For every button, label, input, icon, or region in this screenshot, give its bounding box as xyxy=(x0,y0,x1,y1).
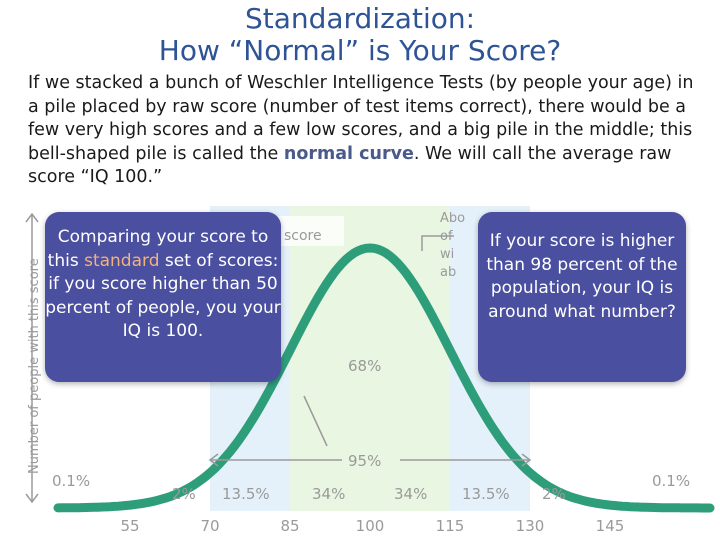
question-text: If your score is higher than 98 percent … xyxy=(486,231,678,322)
pointer-arrow-lower xyxy=(303,395,328,447)
pct-95-label: 95% xyxy=(348,452,381,470)
x-tick-label: 145 xyxy=(596,517,625,535)
arrow-95-left-head xyxy=(208,453,219,467)
slide-title-line2: How “Normal” is Your Score? xyxy=(158,34,562,67)
intro-text-start: If we stacked a bunch of Weschler Intell… xyxy=(28,73,694,164)
band-percent-label: 0.1% xyxy=(652,472,690,490)
band-percent-label: 13.5% xyxy=(462,485,510,503)
question-callout: If your score is higher than 98 percent … xyxy=(478,212,686,382)
pct-68-label: 68% xyxy=(348,357,381,375)
bell-curve xyxy=(53,243,715,513)
band-percent-label: 34% xyxy=(394,485,427,503)
y-axis-label: Number of people with this score xyxy=(27,258,42,474)
intro-text-end: . We will call the average raw score “IQ… xyxy=(28,143,672,188)
wi-label: wi xyxy=(440,247,454,262)
callout-text-end: set of scores: if you score higher than … xyxy=(45,250,281,342)
arrow-95-right-head xyxy=(521,453,532,467)
x-tick-label: 55 xyxy=(120,517,139,535)
score-label: score xyxy=(284,228,322,244)
about-label: Abo xyxy=(440,211,465,226)
x-tick-label: 115 xyxy=(436,517,465,535)
y-axis-arrow-bottom xyxy=(25,493,39,504)
x-tick-label: 85 xyxy=(280,517,299,535)
x-tick-label: 70 xyxy=(200,517,219,535)
band-percent-label: 13.5% xyxy=(222,485,270,503)
band-percent-label: 2% xyxy=(172,485,196,503)
band-percent-label: 2% xyxy=(542,485,566,503)
slide-title-line1: Standardization: xyxy=(244,2,476,35)
x-tick-label: 100 xyxy=(356,517,385,535)
band-percent-label: 34% xyxy=(312,485,345,503)
ab-label: ab xyxy=(440,265,456,280)
callout-text-start: Comparing your score to this xyxy=(47,227,269,271)
intro-paragraph: If we stacked a bunch of Weschler Intell… xyxy=(28,72,708,190)
standard-term: standard xyxy=(84,250,160,271)
score-label-box xyxy=(274,216,344,246)
y-axis-arrow-top xyxy=(25,212,39,223)
pointer-arrow-top xyxy=(421,235,454,251)
normal-curve-term: normal curve xyxy=(283,143,414,164)
band-percent-label: 0.1% xyxy=(52,472,90,490)
x-tick-label: 130 xyxy=(516,517,545,535)
comparison-callout: Comparing your score to this standard se… xyxy=(45,212,281,382)
